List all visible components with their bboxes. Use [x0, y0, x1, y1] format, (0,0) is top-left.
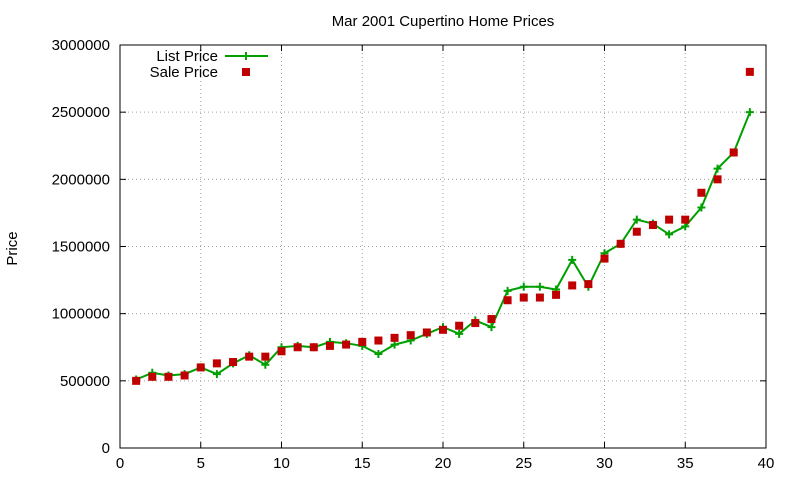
x-tick-label: 35	[677, 455, 694, 472]
list-price-point	[212, 370, 221, 379]
list-price-point	[745, 108, 754, 117]
sale-price-point	[503, 296, 512, 305]
legend-marker-list-price	[242, 52, 250, 60]
list-price-point	[261, 360, 270, 369]
sale-price-point	[261, 352, 270, 361]
sale-price-point	[648, 221, 657, 230]
sale-price-point	[180, 371, 189, 380]
sale-price-point	[293, 343, 302, 352]
sale-price-point	[729, 148, 738, 157]
series-layer	[132, 67, 754, 385]
sale-price-point	[277, 347, 286, 356]
sale-price-point	[374, 336, 383, 345]
x-tick-label: 5	[197, 455, 205, 472]
x-tick-label: 40	[758, 455, 775, 472]
x-tick-label: 25	[515, 455, 532, 472]
sale-price-point	[487, 315, 496, 324]
y-tick-label: 0	[102, 440, 110, 457]
sale-price-point	[196, 363, 205, 372]
sale-price-point	[148, 372, 157, 381]
legend-label-sale-price: Sale Price	[150, 64, 218, 81]
sale-price-point	[632, 227, 641, 236]
sale-price-point	[681, 215, 690, 224]
list-price-point	[665, 230, 674, 239]
legend: List Price Sale Price	[150, 48, 268, 81]
ticks-layer: 0 5 10 15 20 25 30 35 40 0 500000 1000000 1500000 200…	[52, 37, 775, 472]
sale-price-point	[309, 343, 318, 352]
grid-layer	[120, 45, 766, 448]
sale-price-point	[455, 321, 464, 330]
x-tick-label: 20	[435, 455, 452, 472]
y-tick-label: 3000000	[52, 37, 110, 54]
sale-price-point	[439, 325, 447, 334]
sale-price-point	[519, 293, 528, 302]
sale-price-point	[665, 215, 674, 224]
y-tick-label: 1500000	[52, 239, 110, 256]
list-price-point	[697, 203, 706, 212]
list-price-point	[390, 340, 399, 349]
sale-price-point	[600, 254, 609, 263]
legend-swatch-sale-price	[242, 68, 250, 76]
list-price-point	[455, 329, 464, 338]
sale-price-point	[406, 331, 415, 340]
list-price-point	[503, 286, 512, 295]
legend-label-list-price: List Price	[156, 48, 218, 65]
y-tick-label: 2500000	[52, 104, 110, 121]
list-price-point	[632, 215, 641, 224]
sale-price-point	[616, 239, 625, 248]
x-tick-label: 15	[354, 455, 371, 472]
sale-price-point	[422, 328, 431, 337]
list-price-point	[535, 282, 544, 291]
list-price-point	[519, 282, 528, 291]
y-axis-label: Price	[4, 231, 21, 265]
y-tick-label: 2000000	[52, 171, 110, 188]
sale-price-point	[471, 319, 480, 328]
sale-price-point	[552, 290, 561, 299]
sale-price-point	[697, 188, 706, 197]
sale-price-point	[342, 340, 351, 349]
y-tick-label: 500000	[60, 373, 110, 390]
list-price-point	[713, 164, 722, 173]
list-price-point	[374, 349, 383, 358]
chart-title: Mar 2001 Cupertino Home Prices	[332, 13, 555, 30]
x-tick-label: 10	[273, 455, 290, 472]
sale-price-point	[325, 341, 334, 350]
list-price-point	[568, 255, 577, 264]
list-price-point	[487, 323, 496, 332]
sale-price-point	[568, 281, 577, 290]
sale-price-point	[358, 337, 367, 346]
list-price-point	[681, 222, 690, 231]
y-tick-label: 1000000	[52, 306, 110, 323]
sale-price-point	[132, 376, 141, 385]
sale-price-point	[713, 175, 722, 184]
sale-price-point	[229, 358, 238, 367]
x-tick-label: 30	[596, 455, 613, 472]
x-tick-label: 0	[116, 455, 124, 472]
sale-price-point	[164, 372, 173, 381]
sale-price-point	[245, 352, 254, 361]
sale-price-point	[390, 333, 399, 342]
sale-price-point	[584, 280, 593, 289]
sale-price-point	[745, 67, 754, 76]
sale-price-point	[212, 359, 221, 368]
sale-price-point	[535, 293, 544, 302]
